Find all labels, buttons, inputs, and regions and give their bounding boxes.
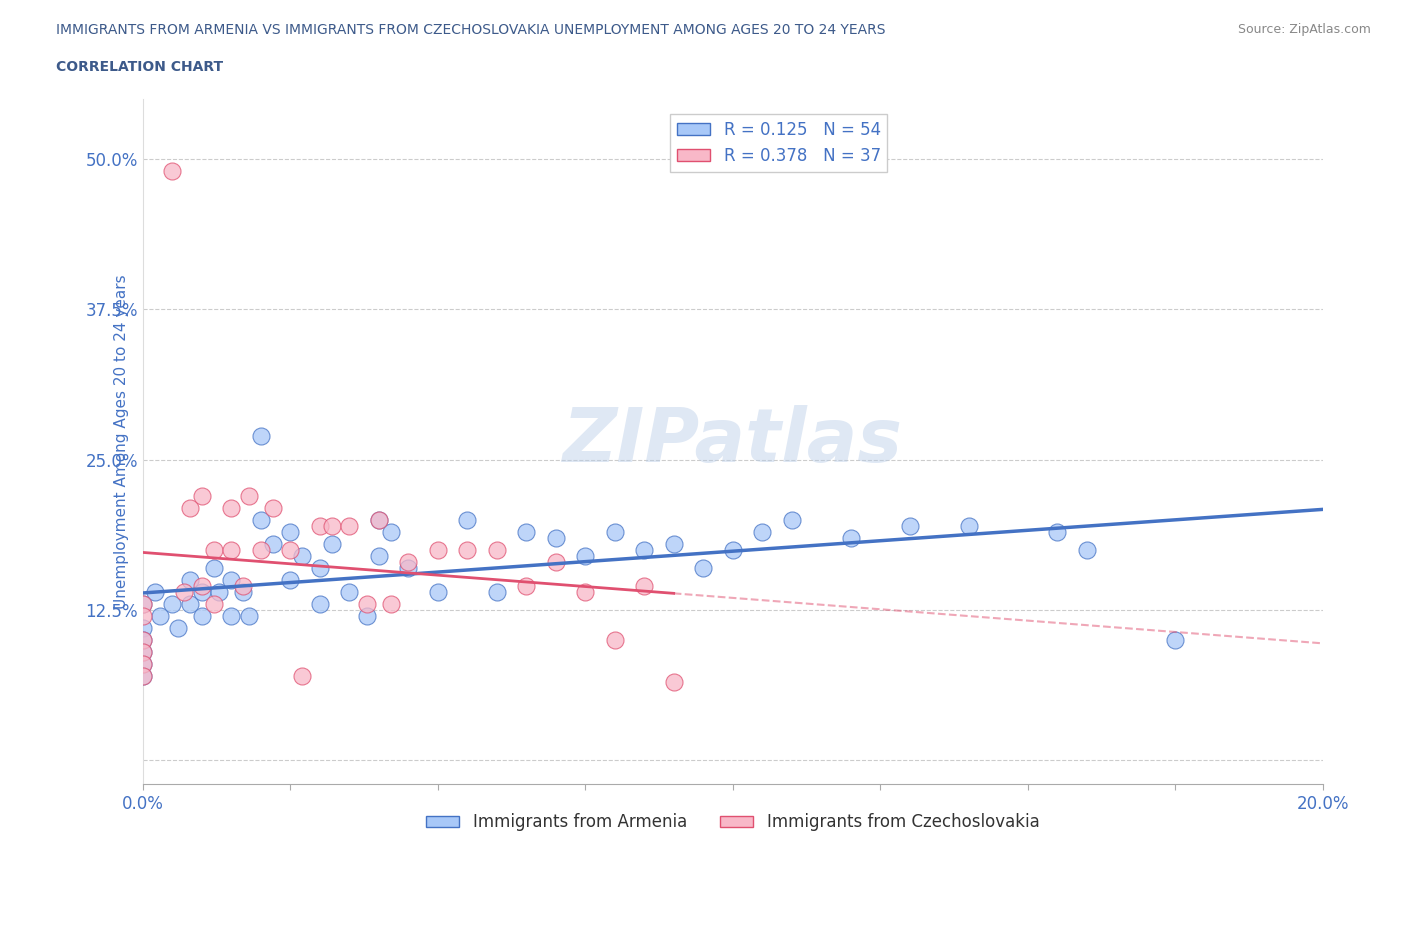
Point bbox=[751, 525, 773, 539]
Point bbox=[380, 525, 402, 539]
Point bbox=[308, 561, 330, 576]
Point bbox=[603, 632, 626, 647]
Point bbox=[456, 512, 478, 527]
Point bbox=[232, 585, 254, 600]
Legend: Immigrants from Armenia, Immigrants from Czechoslovakia: Immigrants from Armenia, Immigrants from… bbox=[419, 806, 1046, 838]
Point bbox=[202, 561, 225, 576]
Point bbox=[337, 585, 360, 600]
Point bbox=[132, 669, 155, 684]
Point bbox=[603, 525, 626, 539]
Point bbox=[321, 518, 343, 533]
Point bbox=[367, 549, 389, 564]
Point bbox=[515, 525, 537, 539]
Point bbox=[132, 632, 155, 647]
Point bbox=[308, 518, 330, 533]
Point bbox=[249, 542, 271, 557]
Point bbox=[396, 554, 419, 569]
Point bbox=[219, 500, 242, 515]
Text: IMMIGRANTS FROM ARMENIA VS IMMIGRANTS FROM CZECHOSLOVAKIA UNEMPLOYMENT AMONG AGE: IMMIGRANTS FROM ARMENIA VS IMMIGRANTS FR… bbox=[56, 23, 886, 37]
Point bbox=[839, 530, 862, 545]
Text: CORRELATION CHART: CORRELATION CHART bbox=[56, 60, 224, 74]
Point bbox=[132, 596, 155, 611]
Point bbox=[191, 585, 214, 600]
Point bbox=[132, 644, 155, 659]
Point bbox=[179, 596, 201, 611]
Point bbox=[132, 608, 155, 623]
Point bbox=[321, 537, 343, 551]
Point bbox=[143, 585, 166, 600]
Point bbox=[132, 644, 155, 659]
Point bbox=[132, 657, 155, 671]
Point bbox=[132, 657, 155, 671]
Point bbox=[278, 525, 301, 539]
Point bbox=[633, 578, 655, 593]
Point bbox=[485, 542, 508, 557]
Point bbox=[898, 518, 921, 533]
Point bbox=[544, 554, 567, 569]
Point bbox=[662, 537, 685, 551]
Point bbox=[337, 518, 360, 533]
Point bbox=[132, 632, 155, 647]
Point bbox=[957, 518, 980, 533]
Point bbox=[1046, 525, 1069, 539]
Point bbox=[426, 542, 449, 557]
Point bbox=[396, 561, 419, 576]
Point bbox=[1076, 542, 1098, 557]
Point bbox=[132, 596, 155, 611]
Text: ZIPatlas: ZIPatlas bbox=[562, 405, 903, 478]
Point bbox=[219, 608, 242, 623]
Point bbox=[574, 585, 596, 600]
Point bbox=[544, 530, 567, 545]
Point bbox=[179, 500, 201, 515]
Point bbox=[308, 596, 330, 611]
Point bbox=[278, 573, 301, 588]
Point bbox=[662, 675, 685, 690]
Point bbox=[162, 164, 184, 179]
Point bbox=[238, 488, 260, 503]
Point bbox=[191, 488, 214, 503]
Point bbox=[380, 596, 402, 611]
Point bbox=[132, 620, 155, 635]
Point bbox=[780, 512, 803, 527]
Point bbox=[238, 608, 260, 623]
Point bbox=[149, 608, 172, 623]
Point bbox=[249, 428, 271, 443]
Point bbox=[367, 512, 389, 527]
Point bbox=[219, 573, 242, 588]
Point bbox=[249, 512, 271, 527]
Point bbox=[356, 608, 378, 623]
Point bbox=[456, 542, 478, 557]
Text: Source: ZipAtlas.com: Source: ZipAtlas.com bbox=[1237, 23, 1371, 36]
Point bbox=[515, 578, 537, 593]
Point bbox=[1164, 632, 1187, 647]
Point bbox=[367, 512, 389, 527]
Point bbox=[173, 585, 195, 600]
Point bbox=[167, 620, 190, 635]
Point bbox=[426, 585, 449, 600]
Point bbox=[356, 596, 378, 611]
Point bbox=[208, 585, 231, 600]
Point bbox=[262, 500, 284, 515]
Point bbox=[485, 585, 508, 600]
Point bbox=[202, 542, 225, 557]
Point bbox=[721, 542, 744, 557]
Point bbox=[202, 596, 225, 611]
Point bbox=[179, 573, 201, 588]
Y-axis label: Unemployment Among Ages 20 to 24 years: Unemployment Among Ages 20 to 24 years bbox=[114, 274, 129, 609]
Point bbox=[191, 578, 214, 593]
Point bbox=[692, 561, 714, 576]
Point bbox=[278, 542, 301, 557]
Point bbox=[262, 537, 284, 551]
Point bbox=[232, 578, 254, 593]
Point bbox=[191, 608, 214, 623]
Point bbox=[162, 596, 184, 611]
Point bbox=[574, 549, 596, 564]
Point bbox=[633, 542, 655, 557]
Point bbox=[291, 549, 314, 564]
Point bbox=[291, 669, 314, 684]
Point bbox=[219, 542, 242, 557]
Point bbox=[132, 669, 155, 684]
